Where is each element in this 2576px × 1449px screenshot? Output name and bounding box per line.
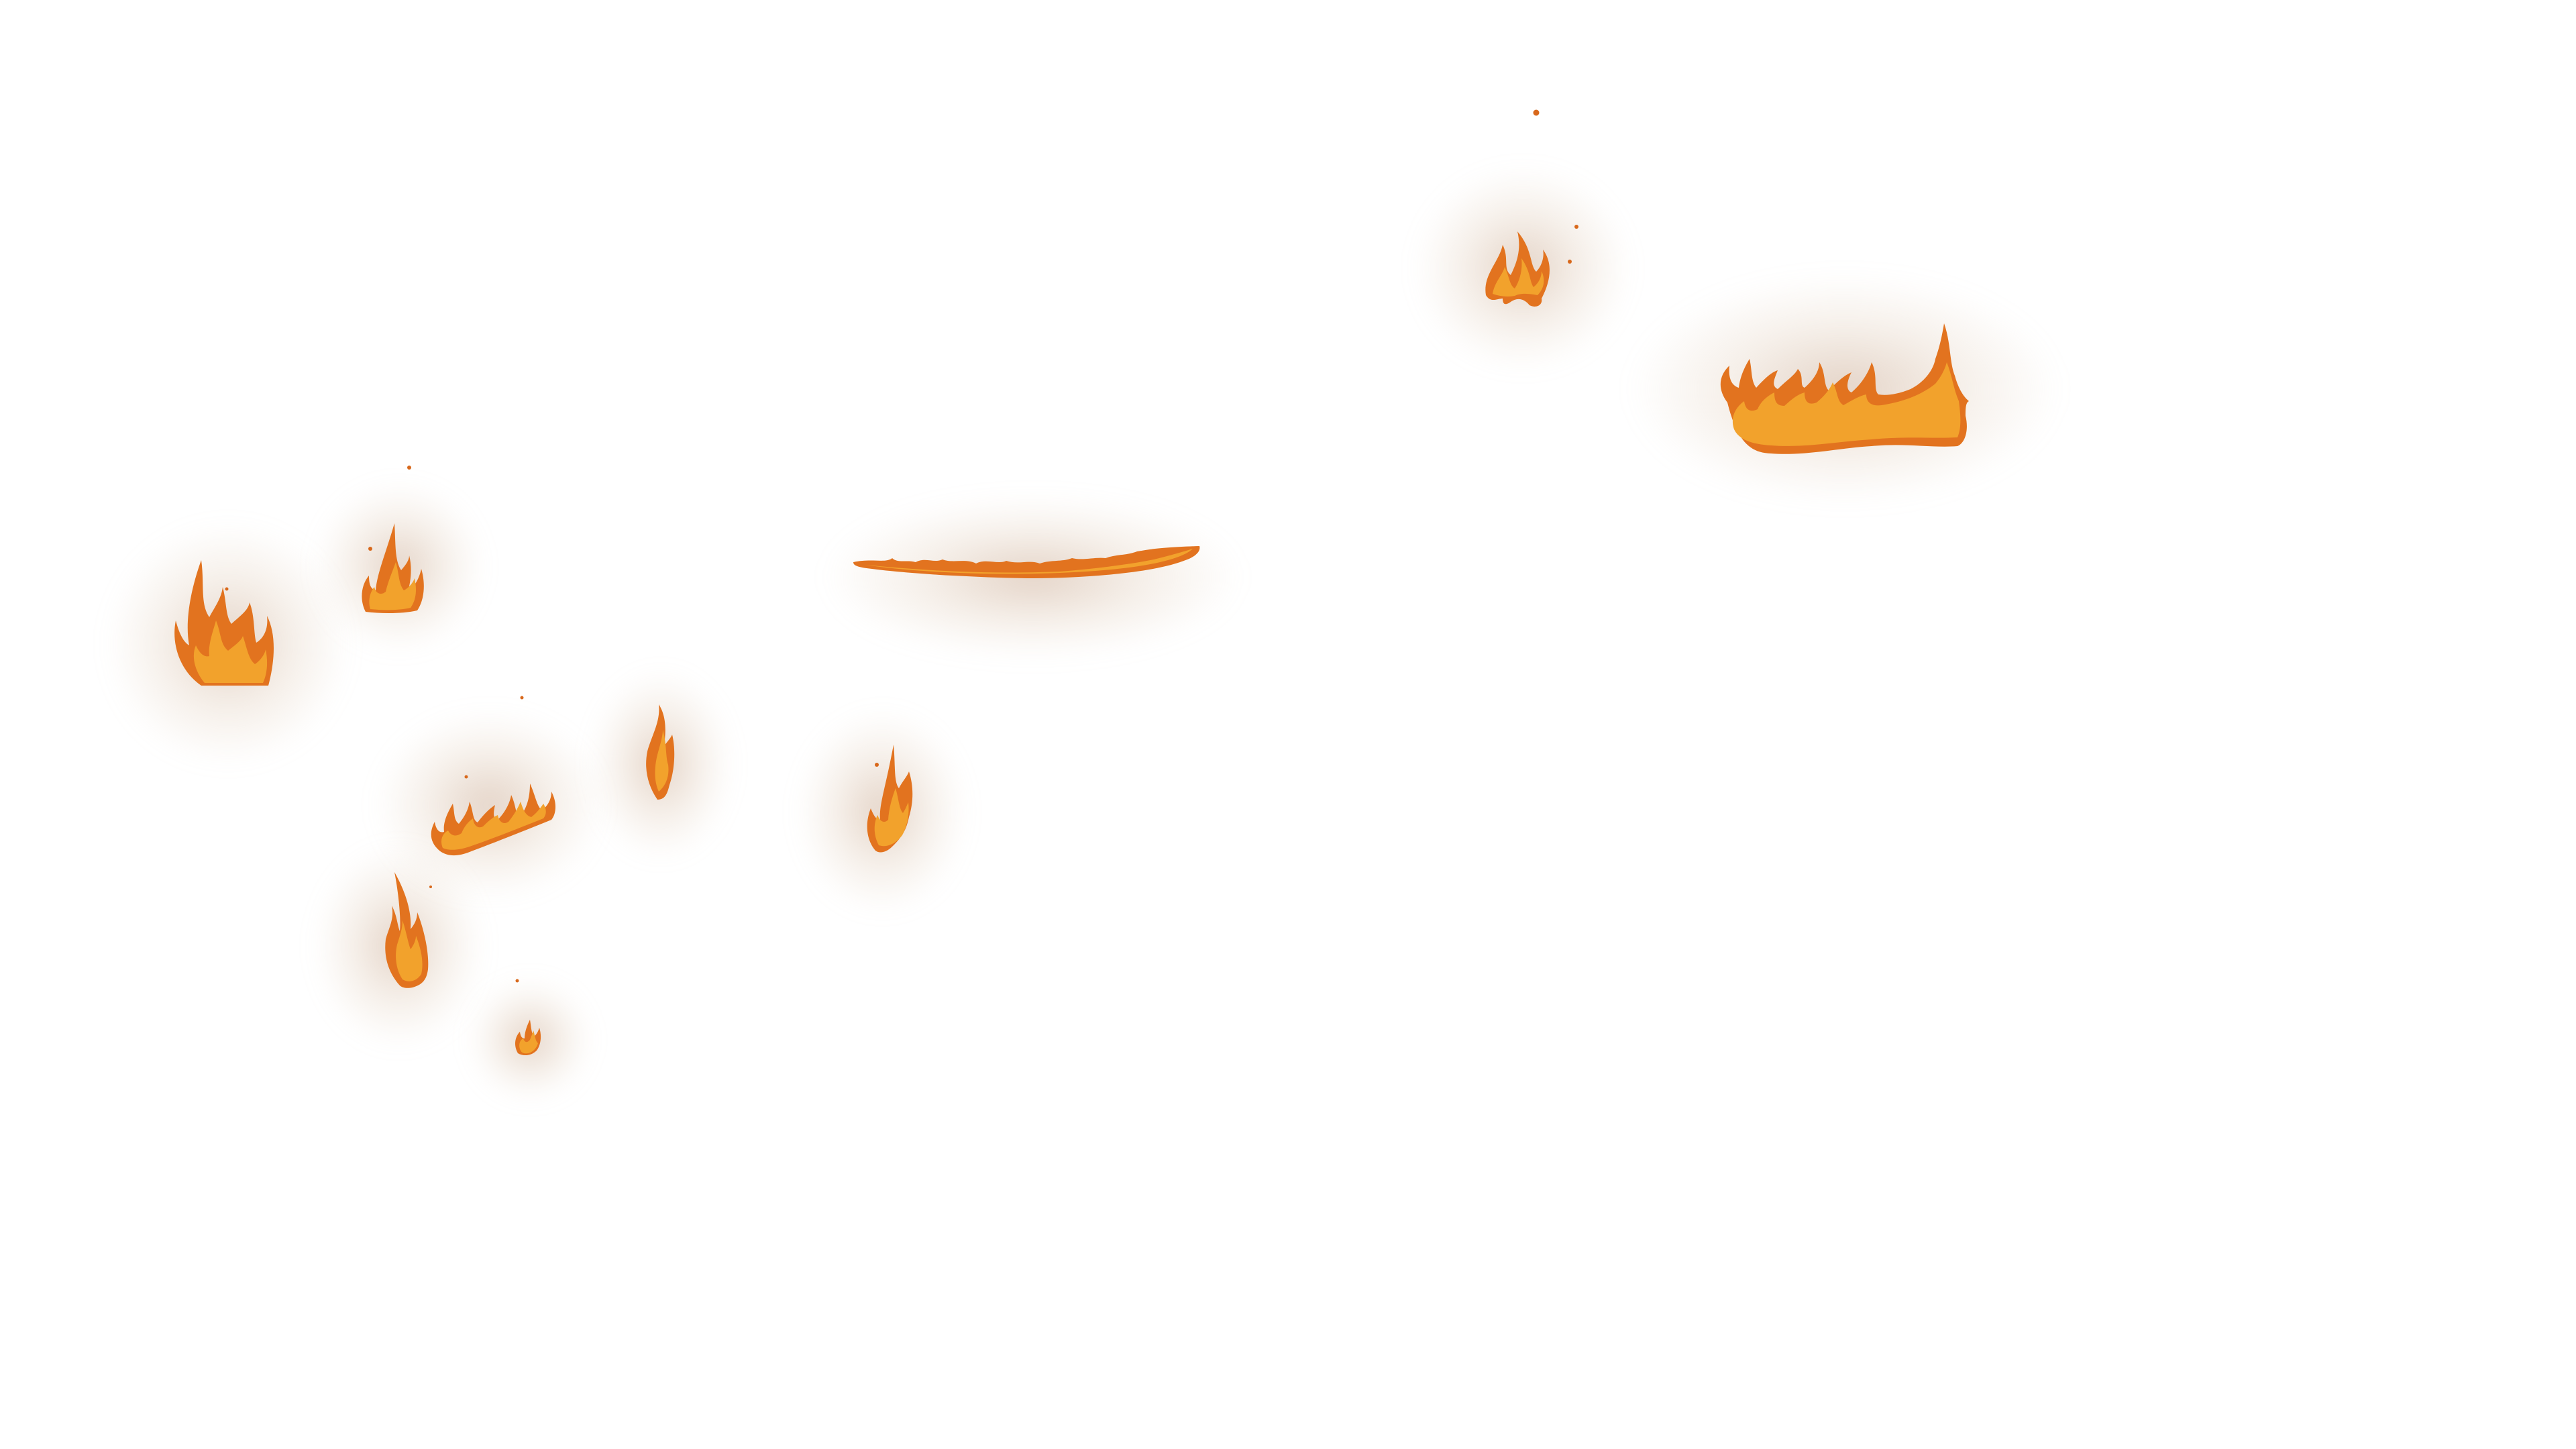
flame-tiny-bottom xyxy=(515,1020,541,1056)
flame-cluster-top-center xyxy=(1485,231,1550,307)
flame-row-left xyxy=(431,784,555,856)
flame-wisp-middle xyxy=(646,704,675,800)
flame-strip-top-right xyxy=(1720,323,1969,454)
flame-left-small xyxy=(362,523,424,614)
ember-icon xyxy=(225,109,1578,983)
flame-ribbon-center xyxy=(853,546,1200,578)
flame-left-large xyxy=(174,560,274,686)
glow-row-left xyxy=(376,711,604,899)
flame-tall-lower-left xyxy=(385,872,429,988)
flame-center-small xyxy=(867,745,913,853)
